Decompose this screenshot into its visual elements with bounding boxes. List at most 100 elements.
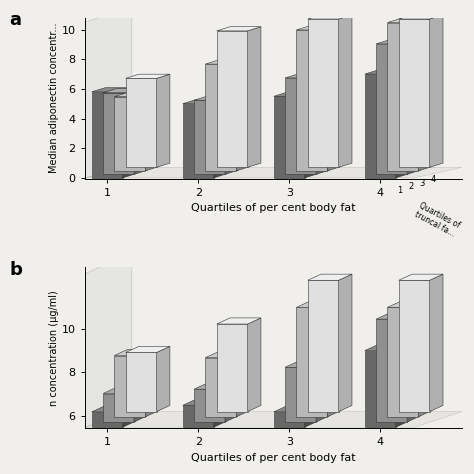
Polygon shape [126,74,170,78]
Polygon shape [84,8,132,178]
Polygon shape [114,356,145,417]
Polygon shape [183,104,214,178]
Polygon shape [145,92,159,171]
Polygon shape [407,40,420,174]
Polygon shape [285,361,329,367]
Polygon shape [134,89,147,174]
Polygon shape [285,78,316,174]
Polygon shape [103,89,147,93]
Polygon shape [205,60,250,64]
Polygon shape [328,301,341,417]
Polygon shape [328,26,341,171]
Polygon shape [399,19,430,167]
Polygon shape [134,387,147,422]
Polygon shape [194,100,225,174]
Polygon shape [194,389,225,422]
Polygon shape [205,352,250,358]
Polygon shape [205,64,237,171]
Polygon shape [387,301,432,307]
Polygon shape [399,15,443,19]
Polygon shape [285,367,316,422]
Polygon shape [217,324,247,411]
Polygon shape [365,351,396,427]
Polygon shape [84,167,462,178]
Polygon shape [387,18,432,23]
Polygon shape [399,280,430,411]
Polygon shape [308,280,338,411]
Polygon shape [217,27,261,31]
Polygon shape [376,40,420,44]
Polygon shape [274,412,305,427]
Text: Quartiles of
truncal fa...: Quartiles of truncal fa... [413,201,462,239]
Polygon shape [396,70,409,178]
Polygon shape [316,74,329,174]
Polygon shape [285,74,329,78]
Polygon shape [365,74,396,178]
Polygon shape [225,383,238,422]
Polygon shape [194,383,238,389]
Text: a: a [9,11,21,29]
Y-axis label: n concentration (μg/ml): n concentration (μg/ml) [49,290,59,406]
Polygon shape [296,26,341,30]
X-axis label: Quartiles of per cent body fat: Quartiles of per cent body fat [191,203,356,213]
Polygon shape [217,318,261,324]
Polygon shape [103,393,134,422]
Polygon shape [156,346,170,411]
Polygon shape [387,23,419,171]
Polygon shape [194,96,238,100]
Polygon shape [114,92,159,97]
Polygon shape [305,92,318,178]
Polygon shape [126,78,156,167]
Polygon shape [114,349,159,356]
Polygon shape [376,313,420,319]
Text: b: b [9,261,22,279]
Polygon shape [126,353,156,411]
Polygon shape [376,44,407,174]
Text: 1: 1 [397,186,402,195]
Polygon shape [103,93,134,174]
Polygon shape [183,100,227,104]
Polygon shape [123,88,136,178]
Polygon shape [365,70,409,74]
Polygon shape [338,274,352,411]
Polygon shape [214,399,227,427]
Polygon shape [84,411,462,427]
Polygon shape [103,387,147,393]
Polygon shape [156,74,170,167]
Polygon shape [145,349,159,417]
X-axis label: Quartiles of per cent body fat: Quartiles of per cent body fat [191,453,356,463]
Polygon shape [225,96,238,174]
Polygon shape [396,345,409,427]
Polygon shape [91,412,123,427]
Polygon shape [91,92,123,178]
Polygon shape [114,97,145,171]
Polygon shape [430,274,443,411]
Y-axis label: Median adiponectin concentr...: Median adiponectin concentr... [49,23,59,173]
Polygon shape [183,399,227,405]
Polygon shape [387,307,419,417]
Polygon shape [419,301,432,417]
Polygon shape [126,346,170,353]
Text: 3: 3 [419,179,425,188]
Polygon shape [399,274,443,280]
Polygon shape [123,406,136,427]
Polygon shape [274,92,318,96]
Text: 2: 2 [409,182,414,191]
Polygon shape [308,274,352,280]
Polygon shape [419,18,432,171]
Polygon shape [430,15,443,167]
Polygon shape [183,405,214,427]
Polygon shape [316,361,329,422]
Polygon shape [365,345,409,351]
Polygon shape [274,96,305,178]
Polygon shape [247,27,261,167]
Polygon shape [247,318,261,411]
Polygon shape [91,406,136,412]
Polygon shape [217,31,247,167]
Polygon shape [376,319,407,422]
Polygon shape [308,15,352,19]
Text: 4: 4 [431,175,436,184]
Polygon shape [407,313,420,422]
Polygon shape [205,358,237,417]
Polygon shape [91,88,136,92]
